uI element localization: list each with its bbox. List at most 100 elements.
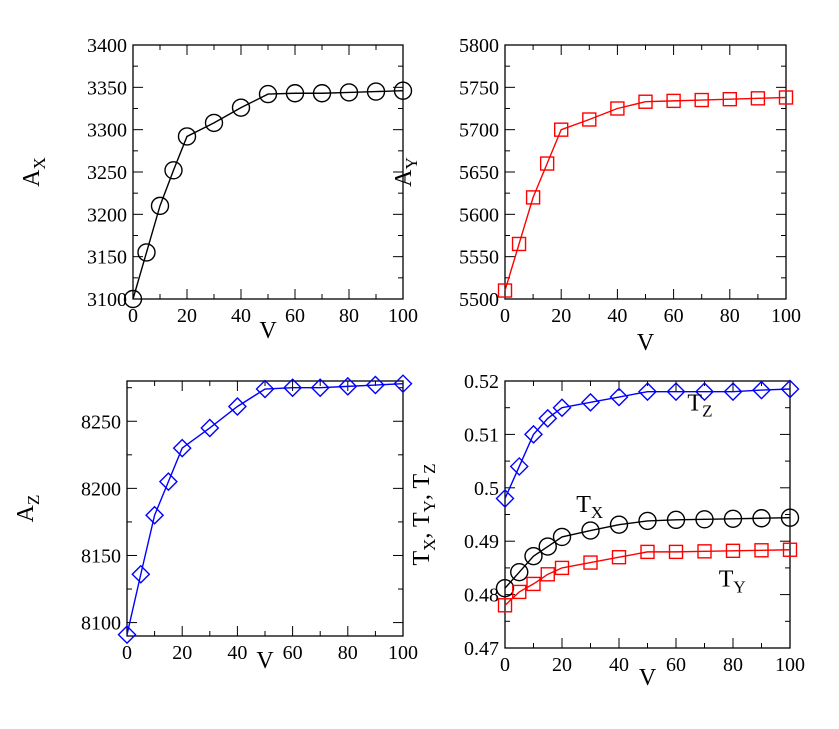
marker-circle: [312, 84, 332, 103]
marker-diamond: [365, 375, 385, 395]
marker-circle: [581, 521, 600, 540]
marker-circle: [177, 127, 197, 146]
marker-square: [583, 555, 598, 570]
marker-circle: [204, 113, 224, 133]
y-axis-label-text: AY: [391, 157, 421, 187]
x-axis-label: V: [637, 330, 655, 356]
x-axis-label: V: [259, 318, 277, 344]
marker-circle: [495, 578, 515, 598]
marker-square: [782, 542, 798, 557]
marker-square: [511, 236, 527, 252]
series-label: TY: [719, 567, 746, 597]
marker-diamond: [695, 382, 714, 402]
marker-diamond: [145, 505, 165, 525]
marker-circle: [123, 289, 143, 309]
x-axis-label: V: [256, 648, 274, 674]
marker-square: [750, 91, 766, 106]
series: [117, 374, 413, 645]
series-line: [504, 549, 791, 606]
y-axis-label: TX, TY, TZ: [409, 463, 439, 565]
marker-diamond: [780, 379, 800, 399]
marker-square: [754, 543, 769, 558]
x-tick-label: 40: [607, 305, 627, 327]
marker-circle: [609, 515, 629, 534]
marker-circle: [780, 508, 800, 527]
y-tick-label: 5500: [459, 289, 499, 311]
x-tick-label: 100: [388, 642, 418, 664]
marker-square: [638, 94, 653, 109]
plot-frame: [126, 380, 404, 637]
marker-diamond: [495, 488, 515, 508]
marker-square: [722, 91, 737, 107]
x-tick-label: 0: [500, 305, 510, 327]
marker-diamond: [158, 472, 178, 492]
y-tick-label: 8150: [81, 545, 121, 567]
marker-diamond: [723, 382, 743, 402]
marker-diamond: [609, 387, 629, 407]
series-line: [504, 96, 787, 291]
marker-circle: [164, 161, 183, 180]
series: TY: [497, 542, 798, 613]
marker-diamond: [538, 408, 558, 428]
y-tick-label: 8100: [81, 613, 121, 635]
x-tick-label: 20: [177, 305, 197, 327]
x-tick-label: 20: [551, 305, 571, 327]
marker-square: [526, 576, 541, 592]
plot-frame: [504, 44, 787, 300]
y-tick-label: 5550: [459, 247, 499, 269]
y-tick-label: 3150: [87, 247, 127, 269]
series: TZ: [495, 379, 800, 508]
series-line: [504, 388, 791, 499]
marker-circle: [339, 83, 359, 102]
marker-square: [778, 90, 794, 105]
marker-diamond: [552, 398, 572, 418]
marker-diamond: [509, 456, 529, 476]
panel-az: 0 20 40 60 80 100 8100 8150 8200 8250 V AZ: [13, 374, 418, 674]
y-axis-label: AY: [391, 157, 421, 187]
y-tick-label: 3400: [87, 35, 127, 57]
series-line: [126, 382, 404, 635]
x-tick-label: 80: [720, 305, 740, 327]
x-tick-label: 40: [231, 305, 251, 327]
marker-square: [610, 101, 625, 116]
marker-circle: [258, 84, 278, 104]
y-tick-label: 0.52: [464, 371, 499, 393]
marker-diamond: [200, 418, 220, 438]
series-line: [132, 90, 404, 300]
marker-square: [540, 567, 555, 582]
marker-diamond: [638, 382, 657, 402]
marker-diamond: [131, 564, 151, 584]
x-tick-label: 60: [666, 654, 686, 676]
panel-txyz: 0 20 40 60 80 100 0.47 0.48 0.49 0.5 0.51 0.52 V TX, …: [409, 371, 805, 691]
y-tick-label: 5800: [459, 35, 499, 57]
marker-diamond: [227, 397, 247, 416]
marker-square: [694, 92, 709, 108]
x-tick-label: 40: [609, 654, 629, 676]
marker-square: [611, 550, 627, 565]
marker-square: [725, 543, 741, 559]
marker-square: [697, 544, 712, 559]
x-tick-label: 0: [122, 642, 132, 664]
marker-circle: [150, 196, 170, 216]
y-tick-label: 3300: [87, 120, 127, 142]
marker-circle: [285, 84, 305, 103]
marker-circle: [510, 562, 529, 582]
panel-ax: 0 20 40 60 80 100 3100 3150 3200 3250 3300 3350 3400…: [19, 35, 418, 344]
y-tick-label: 0.51: [464, 424, 499, 446]
y-tick-label: 5700: [459, 120, 499, 142]
marker-diamond: [393, 374, 413, 394]
marker-circle: [366, 82, 386, 101]
y-tick-label: 0.5: [474, 478, 499, 500]
marker-square: [497, 283, 513, 298]
y-tick-label: 5600: [459, 204, 499, 226]
y-tick-label: 8200: [81, 478, 121, 500]
marker-diamond: [255, 379, 275, 399]
y-axis-label-text: AX: [19, 157, 49, 187]
x-tick-label: 80: [339, 305, 359, 327]
plot-frame: [504, 380, 791, 649]
x-tick-label: 20: [552, 654, 572, 676]
x-tick-label: 80: [338, 642, 358, 664]
y-tick-label: 8250: [81, 411, 121, 433]
series: TX: [495, 492, 800, 598]
